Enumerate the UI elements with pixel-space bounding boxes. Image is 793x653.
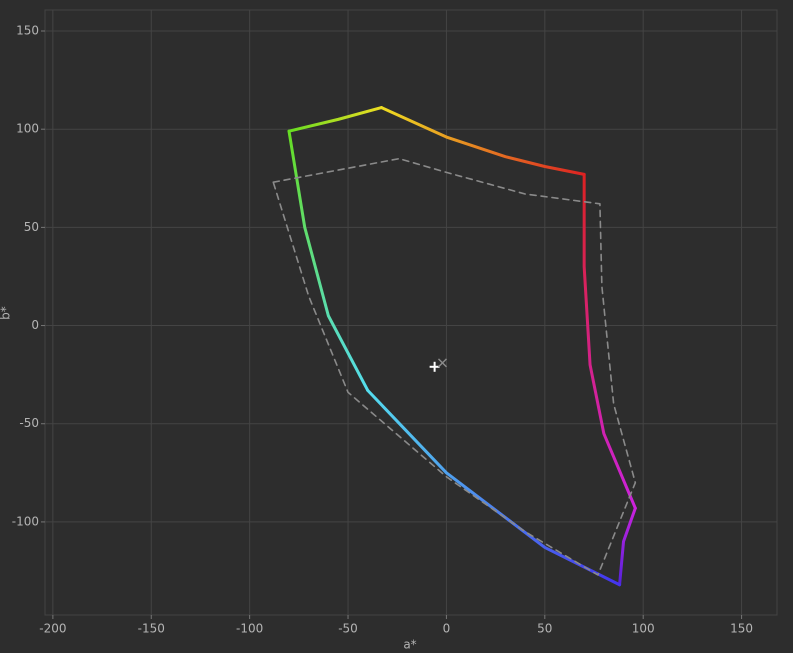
gamut-edge xyxy=(379,106,586,176)
gamut-edge xyxy=(287,129,370,392)
x-tick-label: 150 xyxy=(730,622,753,636)
x-tick-label: -50 xyxy=(338,622,358,636)
x-tick-label: -150 xyxy=(138,622,165,636)
y-tick-label: 50 xyxy=(24,220,39,234)
gamut-edge xyxy=(618,506,637,587)
marker xyxy=(437,358,448,368)
x-tick-label: -200 xyxy=(39,622,66,636)
x-tick-label: 50 xyxy=(537,622,552,636)
plot-area xyxy=(44,9,778,616)
y-tick-label: -100 xyxy=(12,514,39,528)
reference-line xyxy=(272,157,637,576)
y-tick-label: 100 xyxy=(16,122,39,136)
gamut-edge xyxy=(366,388,622,587)
x-tick-label: 0 xyxy=(443,622,451,636)
marker xyxy=(429,361,440,372)
y-tick-label: -50 xyxy=(19,416,39,430)
x-axis-label: a* xyxy=(403,638,416,652)
x-tick-label: -100 xyxy=(236,622,263,636)
y-tick-label: 0 xyxy=(31,318,39,332)
x-tick-label: 100 xyxy=(632,622,655,636)
y-tick-label: 150 xyxy=(16,24,39,38)
gamut-edge xyxy=(287,106,383,133)
y-axis-label: b* xyxy=(0,306,13,320)
gamut-edge xyxy=(582,172,637,510)
